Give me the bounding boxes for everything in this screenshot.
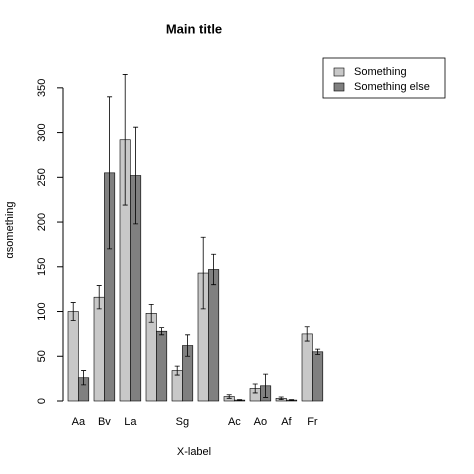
y-axis-label: αsomething — [4, 201, 16, 258]
error-bar — [289, 399, 295, 401]
legend-swatch — [333, 67, 345, 77]
y-tick-label: 150 — [36, 258, 48, 276]
x-tick-label: La — [124, 416, 137, 428]
bar — [145, 313, 157, 402]
x-tick-label: Aa — [72, 416, 86, 428]
y-tick-label: 250 — [36, 168, 48, 186]
error-bar — [122, 74, 128, 206]
error-bar — [96, 285, 102, 310]
y-tick-label: 300 — [36, 123, 48, 141]
x-axis-label: X-label — [177, 446, 211, 458]
x-tick-label: Af — [281, 416, 292, 428]
error-bar — [70, 302, 76, 321]
error-bar — [304, 326, 310, 342]
error-bar — [237, 399, 243, 401]
error-bar — [315, 348, 321, 355]
y-tick-label: 200 — [36, 213, 48, 231]
legend-label: Something — [354, 66, 407, 78]
error-bar — [81, 370, 87, 386]
bar — [312, 351, 324, 402]
bar — [67, 311, 79, 402]
y-tick-label: 0 — [36, 398, 48, 404]
y-tick-label: 50 — [36, 350, 48, 362]
error-bar — [107, 96, 113, 250]
legend-box — [322, 57, 446, 99]
x-tick-label: Fr — [307, 416, 318, 428]
bar — [301, 333, 313, 402]
y-tick-label: 100 — [36, 302, 48, 320]
error-bar — [185, 334, 191, 357]
bar — [156, 330, 168, 402]
y-tick-label: 350 — [36, 79, 48, 97]
legend-label: Something else — [354, 81, 430, 93]
error-bar — [211, 253, 217, 286]
x-tick-label: Bv — [98, 416, 111, 428]
bar — [208, 269, 220, 402]
error-bar — [226, 394, 232, 399]
x-tick-label: Sg — [176, 416, 189, 428]
error-bar — [278, 396, 284, 401]
error-bar — [148, 303, 154, 323]
error-bar — [263, 373, 269, 398]
x-tick-label: Ac — [228, 416, 241, 428]
error-bar — [174, 365, 180, 376]
legend-swatch — [333, 82, 345, 92]
error-bar — [252, 383, 258, 394]
error-bar — [133, 126, 139, 225]
x-tick-label: Ao — [254, 416, 267, 428]
chart-title: Main title — [166, 21, 222, 36]
error-bar — [159, 327, 165, 336]
error-bar — [200, 236, 206, 310]
bar — [93, 296, 105, 402]
